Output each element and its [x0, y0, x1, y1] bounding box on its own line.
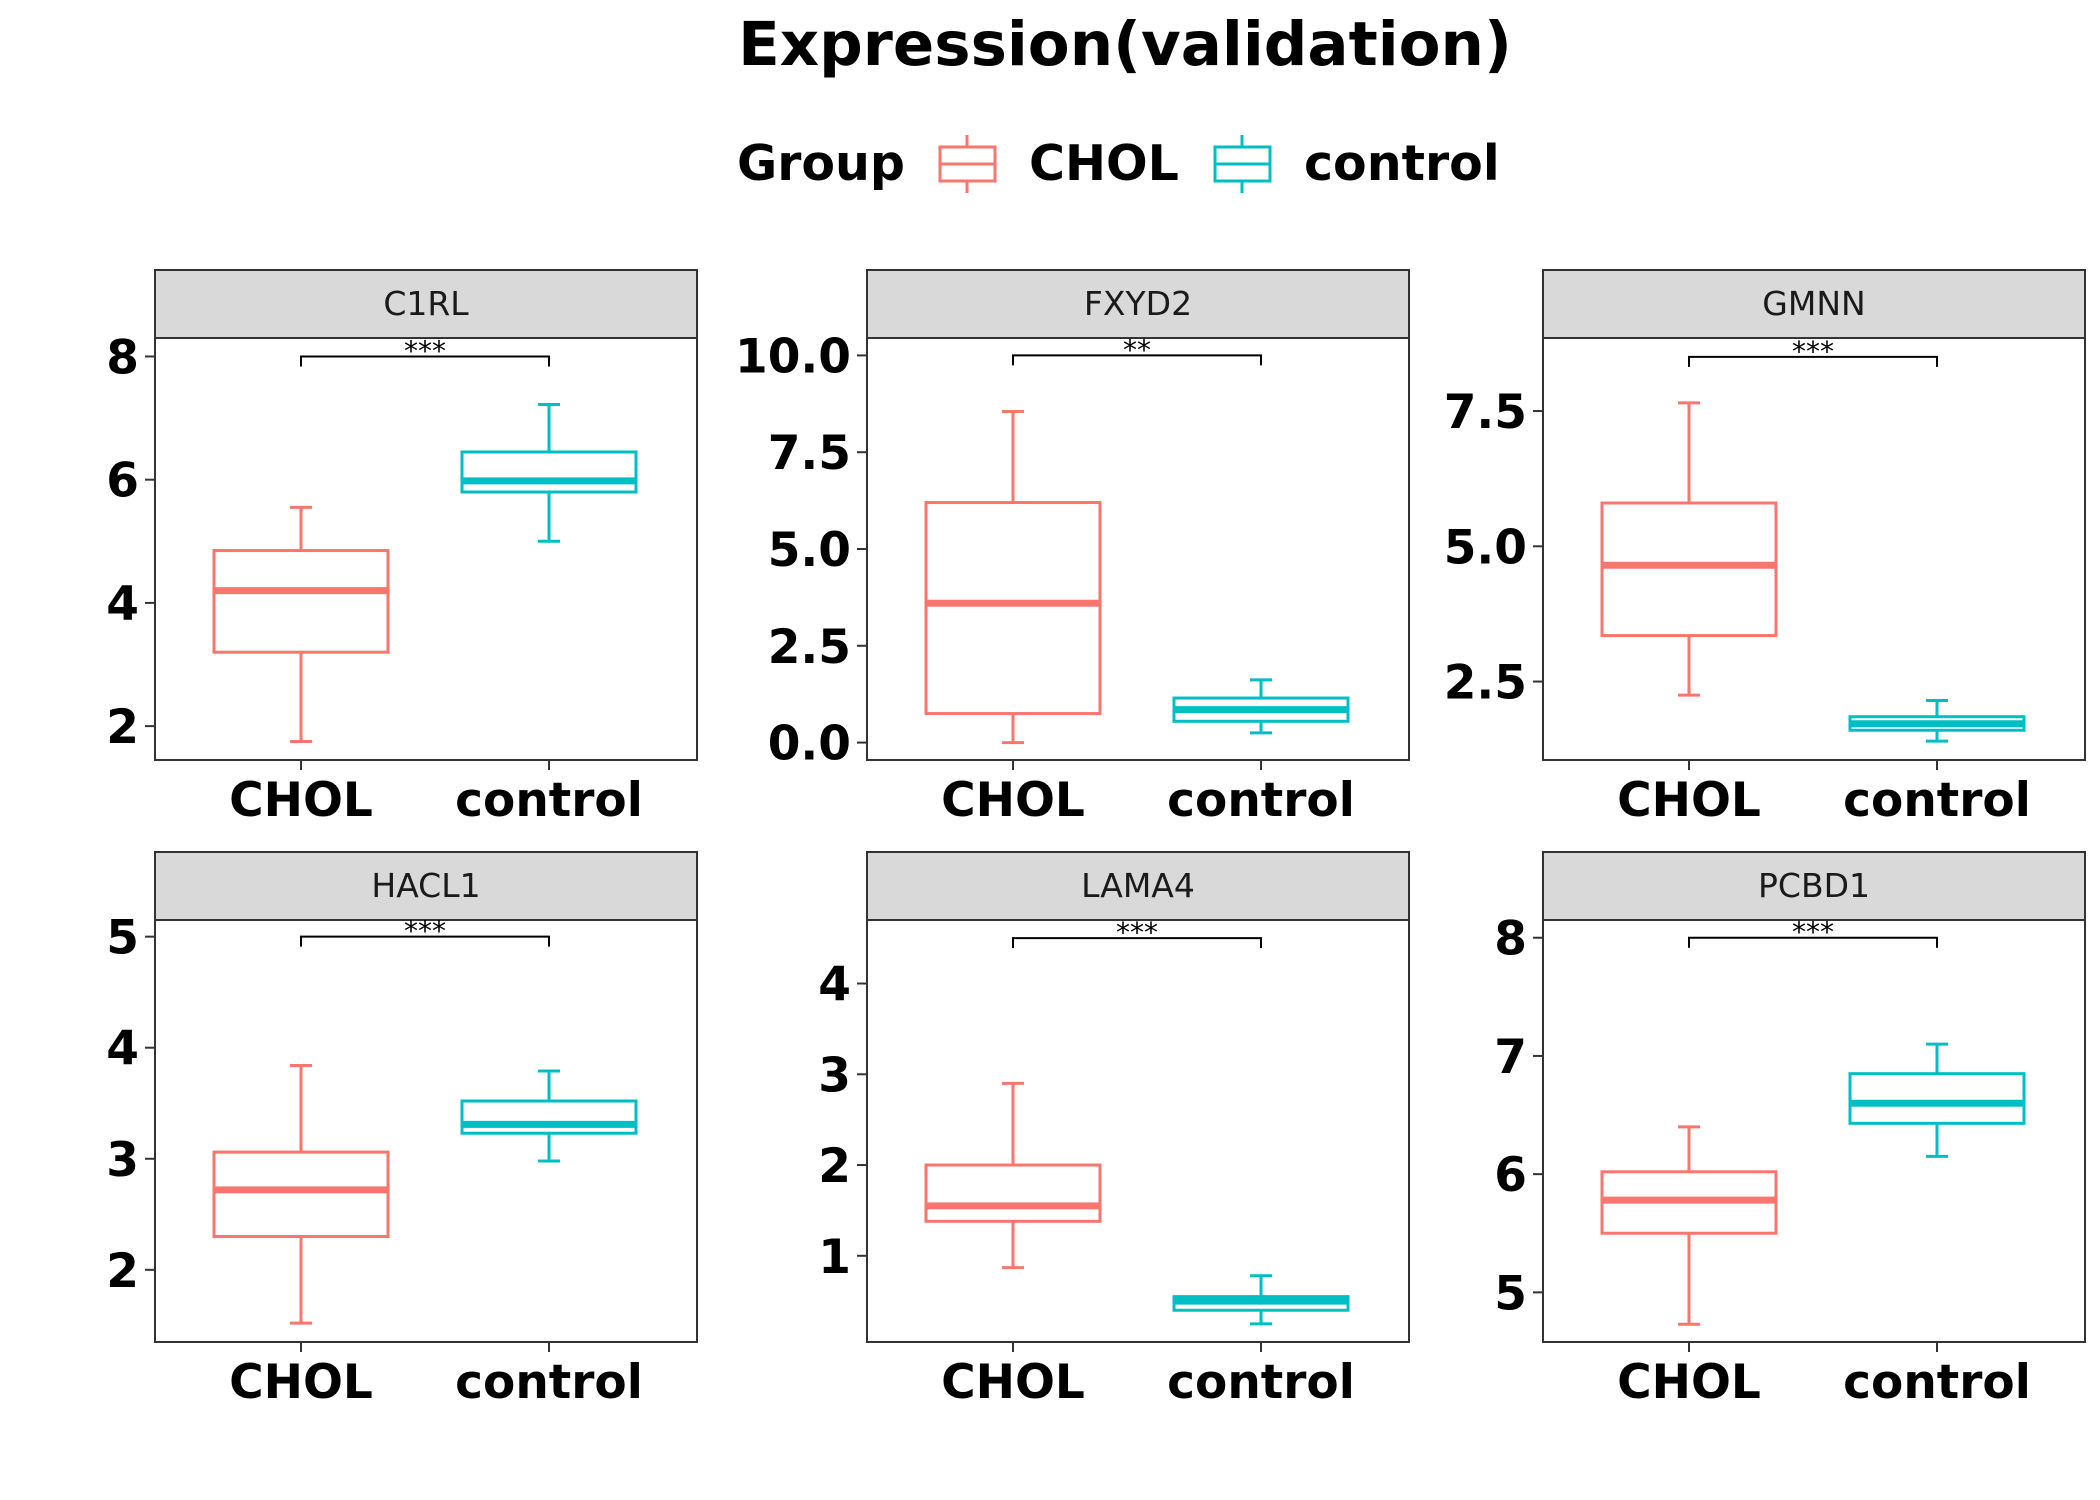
- significance-bracket: [300, 355, 550, 367]
- panel-frame: [866, 919, 1410, 1343]
- x-tick-label: CHOL: [1617, 773, 1761, 828]
- box-chol: [924, 410, 1102, 745]
- facet-strip-label: LAMA4: [1081, 866, 1195, 905]
- significance-label: ***: [404, 334, 446, 367]
- y-tick-label: 8: [106, 330, 139, 385]
- y-tick-label: 7: [1494, 1030, 1527, 1085]
- significance-bracket: [1012, 937, 1262, 949]
- box-iqr: [1600, 501, 1778, 638]
- panel-lama4: LAMA4 1 2 3 4 CHOL control ***: [818, 851, 1410, 1410]
- legend-label: control: [1304, 135, 1500, 192]
- x-tick-label: control: [1167, 773, 1355, 828]
- box-iqr: [212, 1150, 390, 1238]
- facet-strip: [154, 269, 698, 339]
- facet-strip: [1542, 851, 2086, 921]
- significance-label: **: [1123, 333, 1151, 366]
- facet-strip-label: GMNN: [1762, 284, 1865, 323]
- facet-strip-label: HACL1: [371, 866, 480, 905]
- legend-item-0: CHOL: [938, 135, 1179, 193]
- legend-title: Group: [737, 135, 905, 192]
- panel-frame: [1542, 919, 2086, 1343]
- legend-item-1: control: [1213, 135, 1500, 193]
- y-tick-label: 4: [818, 958, 851, 1013]
- x-tick-label: CHOL: [229, 773, 373, 828]
- panel-c1rl: C1RL 2 4 6 8 CHOL control ***: [106, 269, 698, 828]
- y-tick-label: 5.0: [768, 523, 851, 578]
- y-tick-label: 2: [106, 700, 139, 755]
- y-tick-label: 2.5: [768, 620, 851, 675]
- y-tick-label: 7.5: [768, 426, 851, 481]
- box-iqr: [1848, 1072, 2026, 1125]
- y-tick-label: 6: [106, 454, 139, 509]
- significance-bracket: [1688, 355, 1938, 367]
- box-control: [1848, 698, 2026, 743]
- significance-bracket: [300, 935, 550, 947]
- facet-strip-label: FXYD2: [1084, 284, 1192, 323]
- y-tick-label: 10.0: [735, 329, 851, 384]
- significance-label: ***: [1792, 335, 1834, 368]
- x-tick-label: control: [1167, 1355, 1355, 1410]
- panel-fxyd2: FXYD2 0.0 2.5 5.0 7.5 10.0 CHOL control **: [735, 269, 1410, 828]
- y-tick-label: 2: [106, 1244, 139, 1299]
- facet-strip: [1542, 269, 2086, 339]
- legend: Group CHOL control: [737, 135, 1500, 193]
- x-tick-label: CHOL: [229, 1355, 373, 1410]
- y-tick-label: 8: [1494, 912, 1527, 967]
- y-tick-label: 0.0: [768, 717, 851, 772]
- y-tick-label: 5: [1494, 1266, 1527, 1321]
- box-iqr: [212, 549, 390, 654]
- y-tick-label: 7.5: [1444, 385, 1527, 440]
- box-chol: [212, 1063, 390, 1325]
- facet-strip-label: C1RL: [383, 284, 469, 323]
- box-control: [460, 1069, 638, 1163]
- panel-pcbd1: PCBD1 5 6 7 8 CHOL control ***: [1494, 851, 2086, 1410]
- y-tick-label: 3: [818, 1048, 851, 1103]
- y-tick-label: 4: [106, 1022, 139, 1077]
- x-tick-label: CHOL: [941, 773, 1085, 828]
- significance-bracket: [1012, 354, 1262, 366]
- panel-hacl1: HACL1 2 3 4 5 CHOL control ***: [106, 851, 698, 1410]
- y-tick-label: 5: [106, 911, 139, 966]
- facet-strip: [154, 851, 698, 921]
- y-tick-label: 3: [106, 1133, 139, 1188]
- significance-label: ***: [1792, 916, 1834, 949]
- chart-title: Expression(validation): [738, 9, 1512, 80]
- box-chol: [924, 1081, 1102, 1270]
- significance-label: ***: [404, 915, 446, 948]
- box-iqr: [924, 501, 1102, 716]
- y-tick-label: 6: [1494, 1148, 1527, 1203]
- box-iqr: [460, 450, 638, 494]
- y-tick-label: 1: [818, 1230, 851, 1285]
- box-control: [460, 403, 638, 543]
- x-tick-label: CHOL: [1617, 1355, 1761, 1410]
- box-chol: [1600, 1125, 1778, 1326]
- box-chol: [1600, 401, 1778, 697]
- box-iqr: [924, 1163, 1102, 1223]
- box-chol: [212, 505, 390, 744]
- y-tick-label: 4: [106, 577, 139, 632]
- panel-gmnn: GMNN 2.5 5.0 7.5 CHOL control ***: [1444, 269, 2086, 828]
- x-tick-label: control: [455, 773, 643, 828]
- legend-label: CHOL: [1029, 135, 1179, 192]
- box-control: [1172, 1274, 1350, 1326]
- box-control: [1848, 1042, 2026, 1158]
- significance-label: ***: [1116, 916, 1158, 949]
- box-iqr: [460, 1099, 638, 1135]
- x-tick-label: control: [1843, 1355, 2031, 1410]
- x-tick-label: control: [455, 1355, 643, 1410]
- significance-bracket: [1688, 936, 1938, 948]
- x-tick-label: CHOL: [941, 1355, 1085, 1410]
- facet-strip-label: PCBD1: [1758, 866, 1870, 905]
- box-control: [1172, 678, 1350, 735]
- y-tick-label: 5.0: [1444, 520, 1527, 575]
- panels: C1RL 2 4 6 8 CHOL control *** FXYD2 0.0 2.5 5.0 7.5 1…: [106, 269, 2086, 1410]
- y-tick-label: 2: [818, 1139, 851, 1194]
- panel-frame: [154, 337, 698, 761]
- y-tick-label: 2.5: [1444, 656, 1527, 711]
- x-tick-label: control: [1843, 773, 2031, 828]
